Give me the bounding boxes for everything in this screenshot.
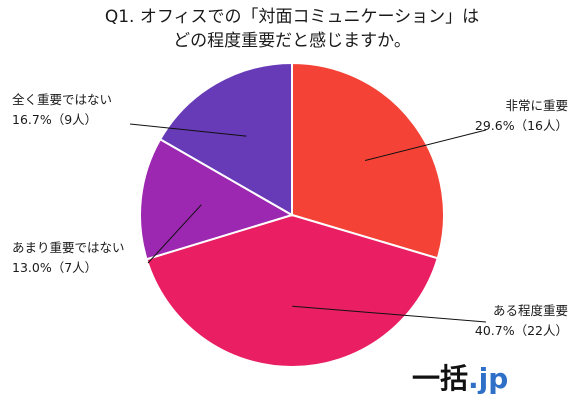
logo: 一括 .jp [412, 362, 508, 395]
leader-line-very-important [364, 129, 487, 161]
slice-label-very-important: 非常に重要 [505, 98, 568, 113]
chart-title-line2: どの程度重要だと感じますか。 [173, 31, 411, 51]
slice-label-not-very-important: あまり重要ではない [12, 240, 125, 255]
slice-value-somewhat-important: 40.7%（22人） [475, 323, 568, 338]
leader-line-not-very-important [147, 204, 202, 264]
logo-suffix: .jp [468, 362, 508, 395]
pie-slice-not-very-important [139, 137, 295, 261]
slice-value-not-important-at-all: 16.7%（9人） [12, 112, 97, 127]
logo-kanji: 一括 [412, 362, 468, 395]
pie-slices [139, 61, 445, 369]
slice-label-somewhat-important: ある程度重要 [493, 303, 568, 318]
slice-label-not-important-at-all: 全く重要ではない [12, 92, 112, 107]
leader-line-not-important-at-all [129, 123, 247, 137]
slice-labels: 非常に重要 29.6%（16人） ある程度重要 40.7%（22人） あまり重要ではない… [12, 92, 568, 338]
chart-title-line1: Q1. オフィスでの「対面コミュニケーション」は [105, 7, 479, 27]
slice-value-very-important: 29.6%（16人） [475, 118, 568, 133]
pie-slice-very-important [291, 61, 445, 260]
pie-slice-somewhat-important [145, 213, 439, 369]
leader-lines [129, 123, 487, 323]
leader-line-somewhat-important [292, 305, 487, 323]
slice-value-not-very-important: 13.0%（7人） [12, 260, 97, 275]
